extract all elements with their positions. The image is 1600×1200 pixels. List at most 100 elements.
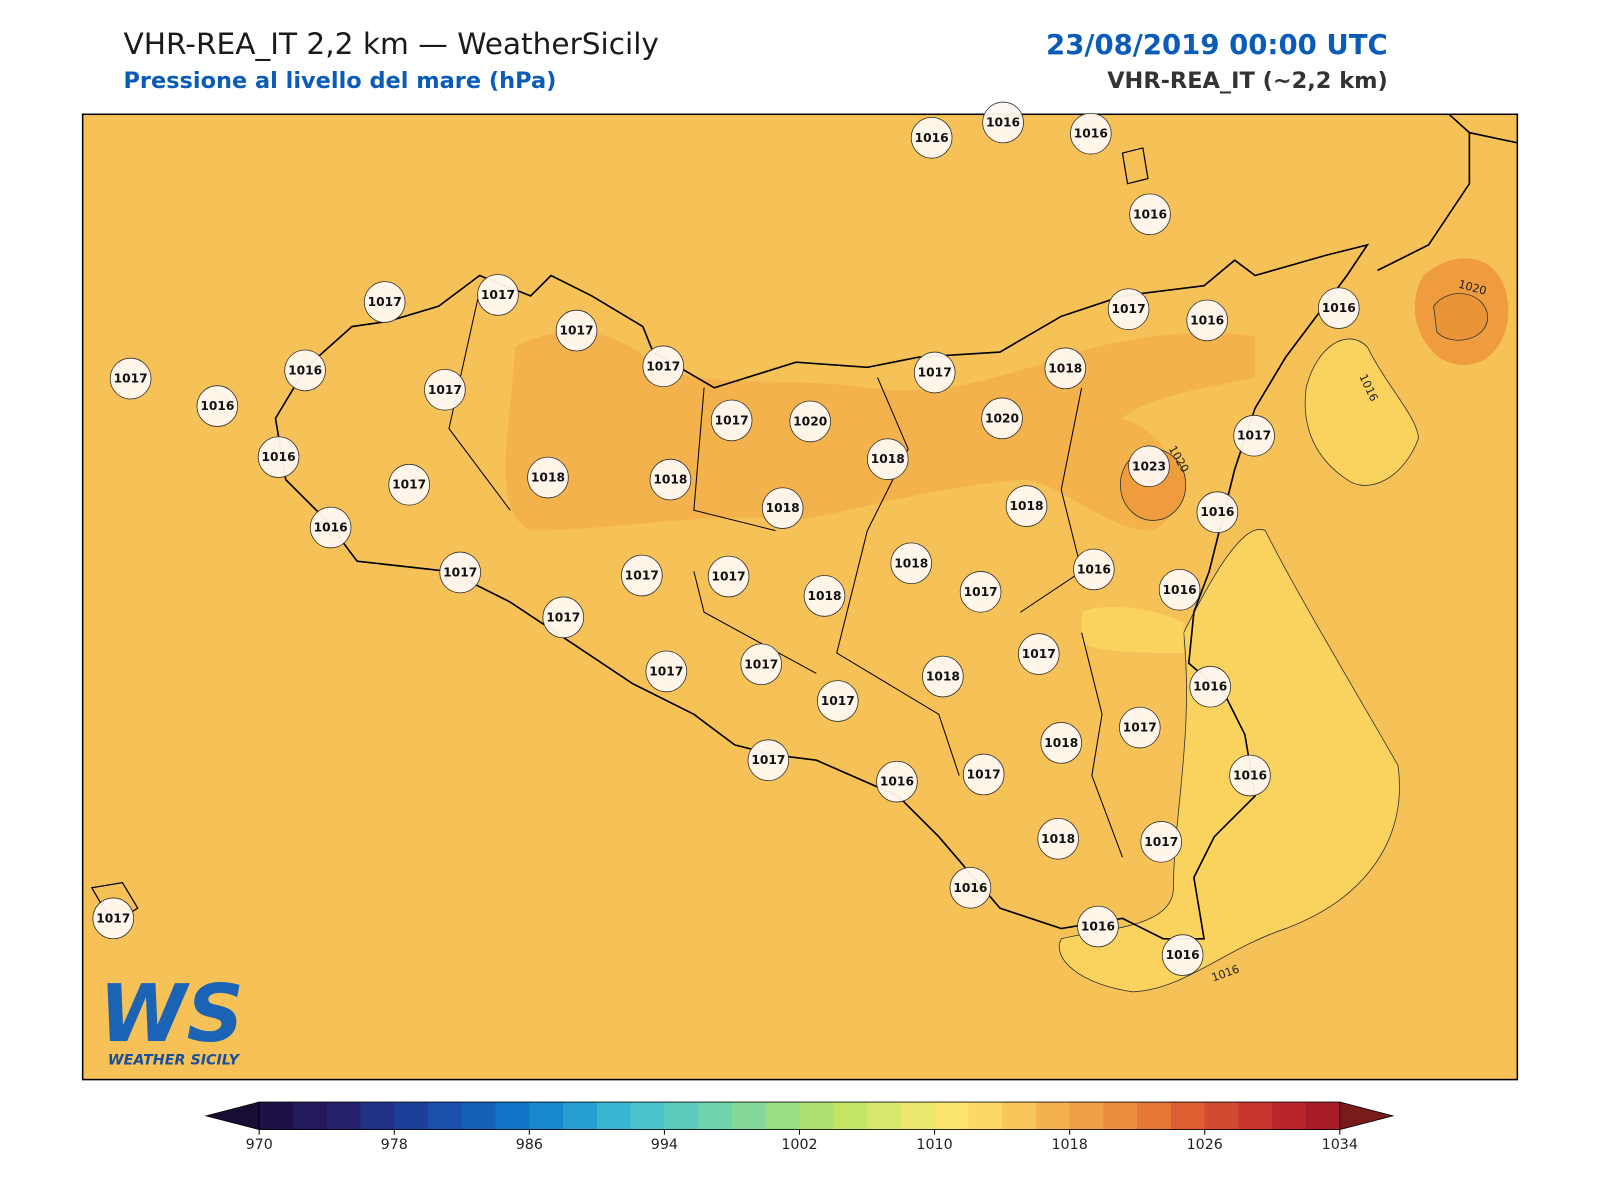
station-marker bbox=[981, 397, 1023, 440]
station-value: 1016 bbox=[1077, 562, 1111, 576]
station: 1017 bbox=[707, 555, 750, 598]
station: 1018 bbox=[1037, 817, 1079, 860]
station-value: 1016 bbox=[1322, 301, 1356, 315]
station: 1018 bbox=[649, 458, 692, 501]
station-marker bbox=[1005, 485, 1048, 527]
colorbar-tick-label: 1034 bbox=[1322, 1137, 1358, 1153]
station-value: 1016 bbox=[200, 399, 234, 413]
station-marker bbox=[761, 487, 804, 529]
station: 1017 bbox=[1233, 414, 1275, 457]
station: 1017 bbox=[555, 309, 598, 352]
station-marker bbox=[816, 680, 859, 722]
station: 1023 bbox=[1128, 445, 1170, 488]
colorbar-tick-label: 1002 bbox=[781, 1137, 817, 1153]
station: 1018 bbox=[803, 575, 846, 617]
station-marker bbox=[1161, 934, 1204, 976]
station-marker bbox=[1037, 817, 1079, 860]
station-marker bbox=[1229, 754, 1271, 797]
station-marker bbox=[642, 345, 685, 388]
station: 1017 bbox=[439, 551, 482, 594]
colorbar-bin bbox=[461, 1102, 497, 1130]
station-marker bbox=[710, 399, 753, 442]
station: 1016 bbox=[949, 866, 992, 909]
station-value: 1017 bbox=[1237, 429, 1271, 443]
station: 1016 bbox=[257, 436, 300, 478]
station-value: 1018 bbox=[871, 452, 905, 466]
colorbar-tick-label: 970 bbox=[246, 1137, 273, 1153]
station: 1016 bbox=[1070, 112, 1112, 155]
colorbar-bin bbox=[529, 1102, 564, 1130]
station-marker bbox=[866, 438, 909, 480]
station: 1018 bbox=[922, 655, 964, 698]
station-marker bbox=[789, 400, 832, 443]
station: 1018 bbox=[527, 456, 569, 499]
station-value: 1016 bbox=[1193, 680, 1227, 694]
station-marker bbox=[1317, 287, 1360, 329]
station-value: 1017 bbox=[649, 664, 683, 678]
station-marker bbox=[1107, 288, 1150, 330]
station: 1016 bbox=[196, 385, 239, 427]
station: 1017 bbox=[621, 554, 663, 597]
station-marker bbox=[1140, 821, 1183, 863]
station-value: 1017 bbox=[1112, 302, 1146, 316]
station-value: 1017 bbox=[368, 295, 402, 309]
station-marker bbox=[1070, 112, 1112, 155]
station-marker bbox=[1196, 491, 1239, 534]
station-marker bbox=[424, 368, 466, 411]
colorbar-tick-label: 1018 bbox=[1051, 1137, 1087, 1153]
station-value: 1017 bbox=[546, 610, 580, 624]
station: 1018 bbox=[1040, 722, 1083, 764]
station-marker bbox=[1128, 445, 1170, 488]
station-value: 1018 bbox=[1044, 736, 1078, 750]
colorbar-bin bbox=[1137, 1102, 1172, 1130]
station: 1016 bbox=[982, 101, 1024, 144]
station-marker bbox=[1044, 347, 1087, 390]
station-value: 1018 bbox=[1048, 361, 1082, 375]
colorbar-bin bbox=[1103, 1102, 1138, 1130]
title: VHR-REA_IT 2,2 km — WeatherSicily bbox=[123, 27, 658, 61]
colorbar-bin bbox=[833, 1102, 868, 1130]
colorbar-over bbox=[1339, 1101, 1395, 1131]
station: 1018 bbox=[1044, 347, 1087, 390]
station-value: 1017 bbox=[428, 383, 462, 397]
station-marker bbox=[1186, 299, 1228, 342]
station-marker bbox=[1233, 414, 1275, 457]
station-marker bbox=[477, 274, 519, 316]
station-marker bbox=[439, 551, 482, 594]
station: 1017 bbox=[913, 351, 956, 394]
station-value: 1016 bbox=[1081, 920, 1115, 934]
colorbar-bin bbox=[292, 1102, 328, 1130]
station-value: 1017 bbox=[481, 288, 515, 302]
station: 1018 bbox=[866, 438, 909, 480]
station-value: 1017 bbox=[744, 657, 778, 671]
station-value: 1018 bbox=[653, 473, 687, 487]
logo-mark: WS bbox=[99, 967, 244, 1060]
station-marker bbox=[890, 542, 933, 585]
station-value: 1017 bbox=[967, 767, 1001, 781]
colorbar-bin bbox=[1272, 1102, 1307, 1130]
colorbar-under bbox=[204, 1101, 260, 1131]
colorbar-bin bbox=[360, 1102, 395, 1130]
station-marker bbox=[363, 281, 406, 323]
station-marker bbox=[707, 555, 750, 598]
colorbar-bin bbox=[1002, 1102, 1037, 1130]
colorbar-bin bbox=[495, 1102, 530, 1130]
station: 1017 bbox=[477, 274, 519, 316]
station-value: 1017 bbox=[96, 911, 130, 925]
station: 1018 bbox=[761, 487, 804, 529]
model: VHR-REA_IT (~2,2 km) bbox=[1107, 68, 1388, 94]
station-marker bbox=[621, 554, 663, 597]
colorbar-bin bbox=[1170, 1102, 1206, 1130]
station-marker bbox=[740, 643, 783, 686]
station-marker bbox=[527, 456, 569, 499]
station-marker bbox=[803, 575, 846, 617]
colorbar-bin bbox=[867, 1102, 902, 1130]
station: 1017 bbox=[1118, 706, 1161, 749]
station-value: 1017 bbox=[1144, 835, 1178, 849]
map-frame bbox=[81, 113, 1519, 1081]
station-marker bbox=[913, 351, 956, 394]
station: 1016 bbox=[1196, 491, 1239, 534]
